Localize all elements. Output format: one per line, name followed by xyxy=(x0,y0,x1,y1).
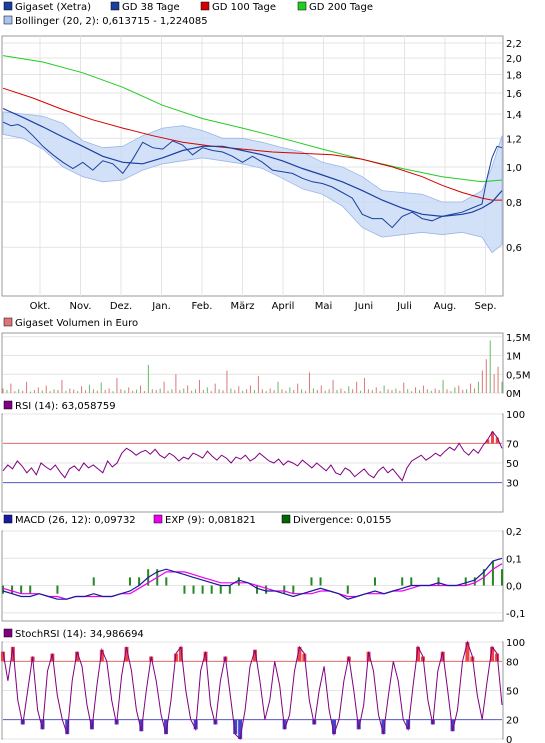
legend-volume: Gigaset Volumen in Euro xyxy=(15,318,138,329)
y-tick-label: 100 xyxy=(506,410,525,421)
rsi-legend: RSI (14): 63,058759 xyxy=(3,400,116,412)
legend-swatch-bollinger xyxy=(3,15,13,25)
series-layer xyxy=(2,55,503,741)
y-tick-label: 1,5M xyxy=(506,333,531,344)
x-tick-label: Jan. xyxy=(151,301,171,312)
x-tick-label: Juni xyxy=(354,301,373,312)
legend-stochrsi: StochRSI (14): 34,986694 xyxy=(15,629,144,640)
series-gd-38-tage xyxy=(2,107,503,218)
legend-swatch-rsi xyxy=(3,400,13,410)
legend-gd200: GD 200 Tage xyxy=(309,2,373,13)
legend-swatch-volume xyxy=(3,317,13,327)
x-tick-label: Juli xyxy=(396,301,412,312)
y-tick-label: 0,1 xyxy=(506,554,522,565)
legend-exp: EXP (9): 0,081821 xyxy=(165,515,256,526)
legend-swatch-gd100 xyxy=(200,1,210,11)
x-tick-label: Nov. xyxy=(70,301,92,312)
legend-gd38: GD 38 Tage xyxy=(122,2,180,13)
x-tick-label: Okt. xyxy=(30,301,51,312)
y-tick-label: 1,6 xyxy=(506,89,522,100)
y-tick-label: 1,8 xyxy=(506,71,522,82)
legend-divergence: Divergence: 0,0155 xyxy=(293,515,392,526)
legend-gd100: GD 100 Tage xyxy=(212,2,276,13)
y-tick-label: 0,8 xyxy=(506,198,522,209)
y-tick-label: 50 xyxy=(506,687,519,698)
legend-gigaset: Gigaset (Xetra) xyxy=(15,2,91,13)
y-tick-label: 80 xyxy=(506,657,519,668)
x-tick-label: Feb. xyxy=(192,301,213,312)
y-tick-label: 0,2 xyxy=(506,527,522,538)
y-tick-label: 1,2 xyxy=(506,134,522,145)
legend-rsi: RSI (14): 63,058759 xyxy=(15,401,116,412)
volume-legend: Gigaset Volumen in Euro xyxy=(3,317,138,329)
label-layer: 2,2 2,0 1,8 1,6 1,4 1,2 1,0 0,8 0,6 Okt. Nov. Dez. J… xyxy=(30,39,531,743)
y-tick-label: 2,2 xyxy=(506,39,522,50)
x-tick-label: März xyxy=(230,301,254,312)
y-tick-label: 1,0 xyxy=(506,163,522,174)
legend-swatch-gd200 xyxy=(297,1,307,11)
series-gigaset-xetra- xyxy=(2,121,503,229)
y-tick-label: 0,0 xyxy=(506,582,522,593)
y-tick-label: 2,0 xyxy=(506,54,522,65)
series-macd xyxy=(2,557,503,600)
stochrsi-legend: StochRSI (14): 34,986694 xyxy=(3,628,144,640)
series-gd-100-tage xyxy=(2,87,502,201)
y-tick-label: 0 xyxy=(506,735,512,743)
x-tick-label: Mai xyxy=(315,301,333,312)
macd-panel-frame xyxy=(1,530,504,622)
series-stochrsi xyxy=(2,640,503,741)
y-tick-label: 1M xyxy=(506,352,521,363)
legend-swatch-exp xyxy=(153,514,163,524)
y-tick-label: 30 xyxy=(506,479,519,490)
x-tick-label: Sep. xyxy=(474,301,496,312)
y-tick-label: 100 xyxy=(506,638,525,649)
bollinger-band xyxy=(2,111,503,254)
y-tick-label: 0,5M xyxy=(506,370,531,381)
legend-swatch-divergence xyxy=(281,514,291,524)
y-tick-label: 0M xyxy=(506,389,521,400)
y-tick-label: 1,4 xyxy=(506,110,522,121)
x-tick-label: Aug. xyxy=(434,301,457,312)
x-tick-label: Dez. xyxy=(110,301,132,312)
legend-swatch-stochrsi xyxy=(3,628,13,638)
legend-swatch-gigaset xyxy=(3,1,13,11)
x-tick-label: April xyxy=(272,301,295,312)
y-tick-label: 50 xyxy=(506,459,519,470)
legend-swatch-macd xyxy=(3,514,13,524)
series-rsi xyxy=(2,430,503,482)
volume-panel-frame xyxy=(1,332,504,394)
y-tick-label: -0,1 xyxy=(506,609,526,620)
series-gd-200-tage xyxy=(2,55,503,183)
y-tick-label: 0,6 xyxy=(506,243,522,254)
y-tick-label: 70 xyxy=(506,439,519,450)
legend-macd: MACD (26, 12): 0,09732 xyxy=(15,515,136,526)
y-tick-label: 20 xyxy=(506,716,519,727)
legend-bollinger: Bollinger (20, 2): 0,613715 - 1,224085 xyxy=(15,16,208,27)
price-legend: Gigaset (Xetra) GD 38 Tage GD 100 Tage G… xyxy=(3,1,373,27)
macd-legend: MACD (26, 12): 0,09732 EXP (9): 0,081821… xyxy=(3,514,392,526)
legend-swatch-gd38 xyxy=(110,1,120,11)
